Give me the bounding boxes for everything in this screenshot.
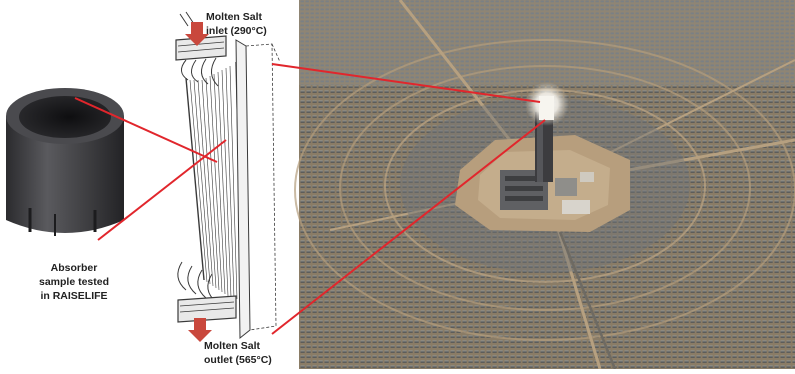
solar-plant-photo — [294, 0, 795, 370]
outlet-line1: Molten Salt — [204, 340, 261, 352]
down-arrow-icon — [188, 318, 212, 342]
absorber-sample-line1: Absorber — [50, 262, 98, 274]
inlet-line1: Molten Salt — [206, 11, 263, 23]
outlet-line2: outlet (565°C) — [204, 354, 272, 366]
outlet-caption: Molten Salt outlet (565°C) — [204, 339, 304, 367]
absorber-tube-sample — [6, 88, 124, 236]
inlet-line2: inlet (290°C) — [206, 25, 267, 37]
absorber-sample-caption: Absorber sample tested in RAISELIFE — [20, 261, 128, 303]
absorber-sample-line3: in RAISELIFE — [40, 290, 108, 302]
connector-lines — [74, 63, 546, 335]
inlet-caption: Molten Salt inlet (290°C) — [206, 10, 306, 38]
absorber-sample-line2: sample tested — [38, 276, 110, 288]
down-arrow-icon — [185, 22, 209, 46]
receiver-panel-drawing — [175, 11, 281, 340]
